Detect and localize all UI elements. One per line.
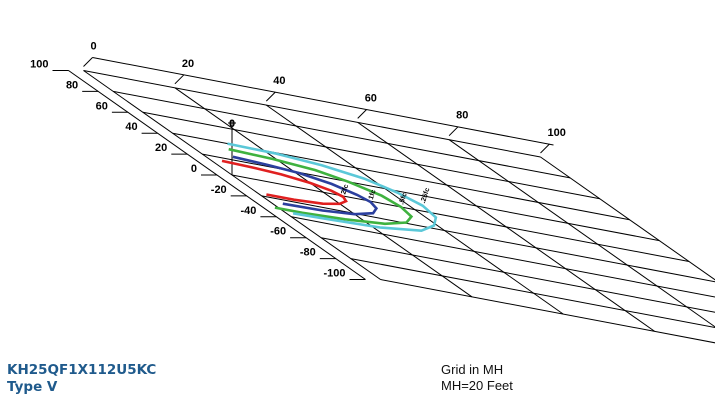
y-axis-tick-label: 80 bbox=[66, 79, 78, 91]
contour-labels: 2fc 1fc .5fc .25fc bbox=[340, 184, 431, 206]
grid-unit-note: Grid in MH bbox=[441, 362, 504, 377]
grid-line-y bbox=[113, 90, 571, 179]
x-axis-tick bbox=[448, 126, 459, 137]
x-axis-line bbox=[92, 57, 554, 146]
y-axis-tick-label: 0 bbox=[191, 163, 197, 175]
grid-line-x bbox=[266, 104, 564, 315]
y-axis-tick-label: 100 bbox=[30, 59, 48, 71]
y-axis-tick-label: -100 bbox=[323, 268, 345, 280]
grid-line-y bbox=[231, 174, 690, 262]
contour-line bbox=[221, 159, 348, 206]
x-axis-tick bbox=[540, 143, 550, 154]
x-axis-tick-label: 80 bbox=[456, 110, 468, 122]
grid-line-y bbox=[350, 258, 715, 329]
x-axis-tick bbox=[174, 74, 185, 85]
y-axis-tick-label: -40 bbox=[240, 205, 256, 217]
grid-line-y bbox=[380, 279, 715, 344]
z-axis: 0 bbox=[228, 118, 236, 175]
x-axis-tick bbox=[83, 57, 93, 67]
grid-line-x bbox=[448, 139, 715, 328]
contour-label: .5fc bbox=[398, 192, 408, 206]
contour-line bbox=[227, 142, 438, 233]
contour-line bbox=[228, 147, 414, 226]
contour-line bbox=[232, 155, 379, 216]
fixture-type: Type V bbox=[7, 379, 58, 395]
grid-line-x bbox=[540, 156, 715, 281]
y-axis-tick-label: 40 bbox=[125, 121, 137, 133]
contour-label: .25fc bbox=[420, 187, 432, 204]
y-axis-tick-label: -80 bbox=[300, 247, 316, 259]
grid-line-y bbox=[142, 111, 600, 200]
x-axis-tick bbox=[265, 91, 276, 102]
x-axis-tick-label: 60 bbox=[365, 92, 377, 104]
grid-line-y bbox=[291, 216, 715, 298]
y-axis-ticks: 100 80 60 40 20 0 -20 -40 -60 -80 -100 bbox=[30, 59, 366, 280]
grid-line-x bbox=[357, 121, 655, 332]
mounting-height-note: MH=20 Feet bbox=[441, 378, 513, 393]
grid-notes: Grid in MH MH=20 Feet bbox=[441, 362, 513, 394]
y-axis-tick-label: 60 bbox=[96, 100, 108, 112]
grid-line-y bbox=[261, 195, 715, 283]
grid bbox=[83, 70, 715, 344]
y-axis-tick-label: -60 bbox=[270, 226, 286, 238]
grid-line-y bbox=[83, 70, 541, 158]
x-axis-tick bbox=[357, 109, 368, 119]
x-axis-ticks: 0 20 40 60 80 100 bbox=[83, 41, 566, 154]
x-axis-tick-label: 40 bbox=[273, 75, 285, 87]
y-axis-tick-label: 20 bbox=[155, 142, 167, 154]
contour-label: 2fc bbox=[340, 184, 350, 196]
model-number: KH25QF1X112U5KC bbox=[7, 362, 157, 378]
x-axis-tick-label: 100 bbox=[548, 127, 566, 139]
x-axis-tick-label: 0 bbox=[91, 41, 97, 53]
grid-line-y bbox=[321, 237, 715, 313]
y-axis-tick-label: -20 bbox=[211, 184, 227, 196]
grid-line-x bbox=[174, 87, 473, 298]
contour-label: 1fc bbox=[368, 189, 378, 201]
x-axis-tick-label: 20 bbox=[182, 58, 194, 70]
isofootcandle-contours bbox=[221, 142, 438, 233]
z-axis-tick-label: 0 bbox=[229, 118, 235, 130]
product-info: KH25QF1X112U5KC Type V bbox=[7, 362, 156, 396]
